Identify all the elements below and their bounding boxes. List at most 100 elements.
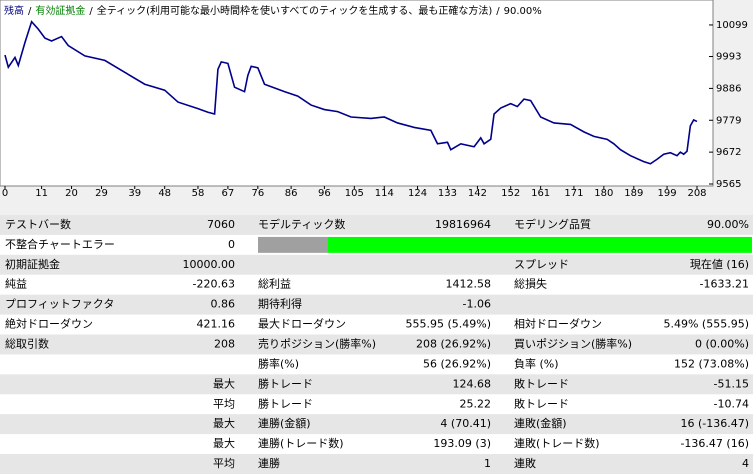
cell-label: 初期証拠金: [5, 257, 60, 271]
cell-label: プロフィットファクタ: [5, 298, 114, 311]
cell-value: 0 (0.00%): [695, 338, 749, 351]
cell-value: 25.22: [460, 397, 492, 410]
cell-value: 0: [228, 238, 235, 251]
cell-label: 連勝(トレード数): [258, 436, 344, 450]
balance-line: [4, 20, 698, 165]
header-separator: /: [28, 6, 32, 17]
table-row: [0, 374, 753, 395]
cell-label: 総取引数: [5, 337, 49, 351]
cell-label: 絶対ドローダウン: [5, 317, 93, 331]
header-item: 有効証拠金: [35, 4, 85, 17]
x-tick-label: 20: [65, 188, 78, 199]
y-tick-label: 9565: [716, 179, 741, 190]
cell-value: 平均: [213, 457, 235, 470]
cell-value: 124.68: [453, 377, 492, 390]
header-item: 90.00%: [504, 6, 542, 17]
header-item: 全ティック(利用可能な最小時間枠を使いすべてのティックを生成する、最も正確な方法…: [97, 4, 493, 17]
y-tick-label: 9672: [716, 147, 741, 158]
x-tick-label: 86: [285, 188, 298, 199]
y-tick-label: 9886: [716, 83, 741, 94]
x-tick-label: 58: [192, 188, 205, 199]
x-tick-label: 105: [345, 188, 364, 199]
cell-value: 1: [484, 457, 491, 470]
cell-value: 最大: [213, 436, 235, 450]
x-tick-label: 48: [158, 188, 171, 199]
cell-label: 勝トレード: [258, 396, 313, 410]
cell-value: 最大: [213, 376, 235, 390]
cell-label: 最大ドローダウン: [258, 317, 346, 331]
table-row: [0, 354, 753, 375]
cell-value: 16 (-136.47): [680, 417, 749, 430]
table-row: [0, 294, 753, 315]
x-tick-label: 11: [35, 188, 48, 199]
x-tick-label: 142: [468, 188, 487, 199]
cell-value: 208: [214, 338, 235, 351]
header-item: 残高: [4, 4, 24, 17]
cell-label: 連勝: [258, 456, 280, 470]
cell-value: -136.47 (16): [680, 437, 749, 450]
cell-label: 敗トレード: [514, 376, 569, 390]
cell-value: 0.86: [211, 298, 236, 311]
y-tick-label: 9993: [716, 52, 741, 63]
cell-value: 最大: [213, 416, 235, 430]
x-tick-label: 133: [438, 188, 457, 199]
cell-label: 不整合チャートエラー: [5, 237, 115, 251]
cell-label: 純益: [5, 277, 27, 291]
cell-label: 期待利得: [258, 297, 302, 311]
cell-label: スプレッド: [514, 258, 569, 271]
table-row: [0, 334, 753, 355]
cell-label: 勝率(%): [258, 356, 299, 370]
cell-label: 連敗: [514, 456, 536, 470]
cell-value: -1.06: [463, 298, 491, 311]
cell-value: 5.49% (555.95): [663, 318, 749, 331]
table-row: [0, 215, 753, 235]
cell-value: 7060: [207, 218, 235, 231]
cell-label: 買いポジション(勝率%): [514, 337, 632, 351]
cell-value: -51.15: [714, 377, 749, 390]
x-tick-label: 171: [564, 188, 583, 199]
cell-value: 10000.00: [183, 258, 236, 271]
cell-value: 208 (26.92%): [416, 338, 491, 351]
cell-value: 193.09 (3): [433, 437, 491, 450]
cell-label: 総利益: [258, 277, 291, 291]
cell-label: 負率 (%): [514, 356, 559, 370]
chart-header: 残高 / 有効証拠金 / 全ティック(利用可能な最小時間枠を使いすべてのティックを生成す…: [4, 4, 542, 17]
cell-label: 連敗(金額): [514, 416, 567, 430]
cell-label: モデルティック数: [258, 217, 345, 231]
cell-value: -1633.21: [700, 278, 749, 291]
y-tick-label: 10099: [716, 20, 748, 31]
cell-value: 平均: [213, 397, 235, 410]
x-tick-label: 180: [594, 188, 613, 199]
x-tick-label: 39: [128, 188, 141, 199]
x-tick-label: 29: [95, 188, 108, 199]
cell-value: 90.00%: [707, 218, 749, 231]
x-tick-label: 152: [501, 188, 520, 199]
table-row: [0, 274, 753, 295]
cell-value: 4: [742, 457, 749, 470]
cell-value: 1412.58: [446, 278, 492, 291]
x-tick-label: 199: [658, 188, 677, 199]
x-tick-label: 124: [408, 188, 427, 199]
chart-frame: [0, 0, 714, 187]
x-tick-label: 161: [531, 188, 550, 199]
cell-value: -10.74: [714, 397, 749, 410]
x-tick-label: 76: [251, 188, 264, 199]
y-tick-label: 9779: [716, 115, 741, 126]
table-row: [0, 394, 753, 415]
table-row: [0, 434, 753, 455]
cell-label: 連敗(トレード数): [514, 436, 600, 450]
header-separator: /: [496, 6, 500, 17]
cell-label: 相対ドローダウン: [514, 317, 602, 331]
header-separator: /: [89, 6, 93, 17]
x-tick-label: 0: [2, 188, 8, 199]
x-tick-label: 208: [687, 188, 706, 199]
cell-label: テストバー数: [5, 218, 71, 231]
cell-value: 現在値 (16): [690, 258, 749, 271]
table-row: [0, 414, 753, 435]
cell-label: 敗トレード: [514, 396, 569, 410]
cell-value: 421.16: [197, 318, 236, 331]
cell-value: 4 (70.41): [440, 417, 491, 430]
x-tick-label: 67: [222, 188, 235, 199]
cell-label: 売りポジション(勝率%): [258, 337, 376, 351]
table-row: [0, 254, 753, 275]
